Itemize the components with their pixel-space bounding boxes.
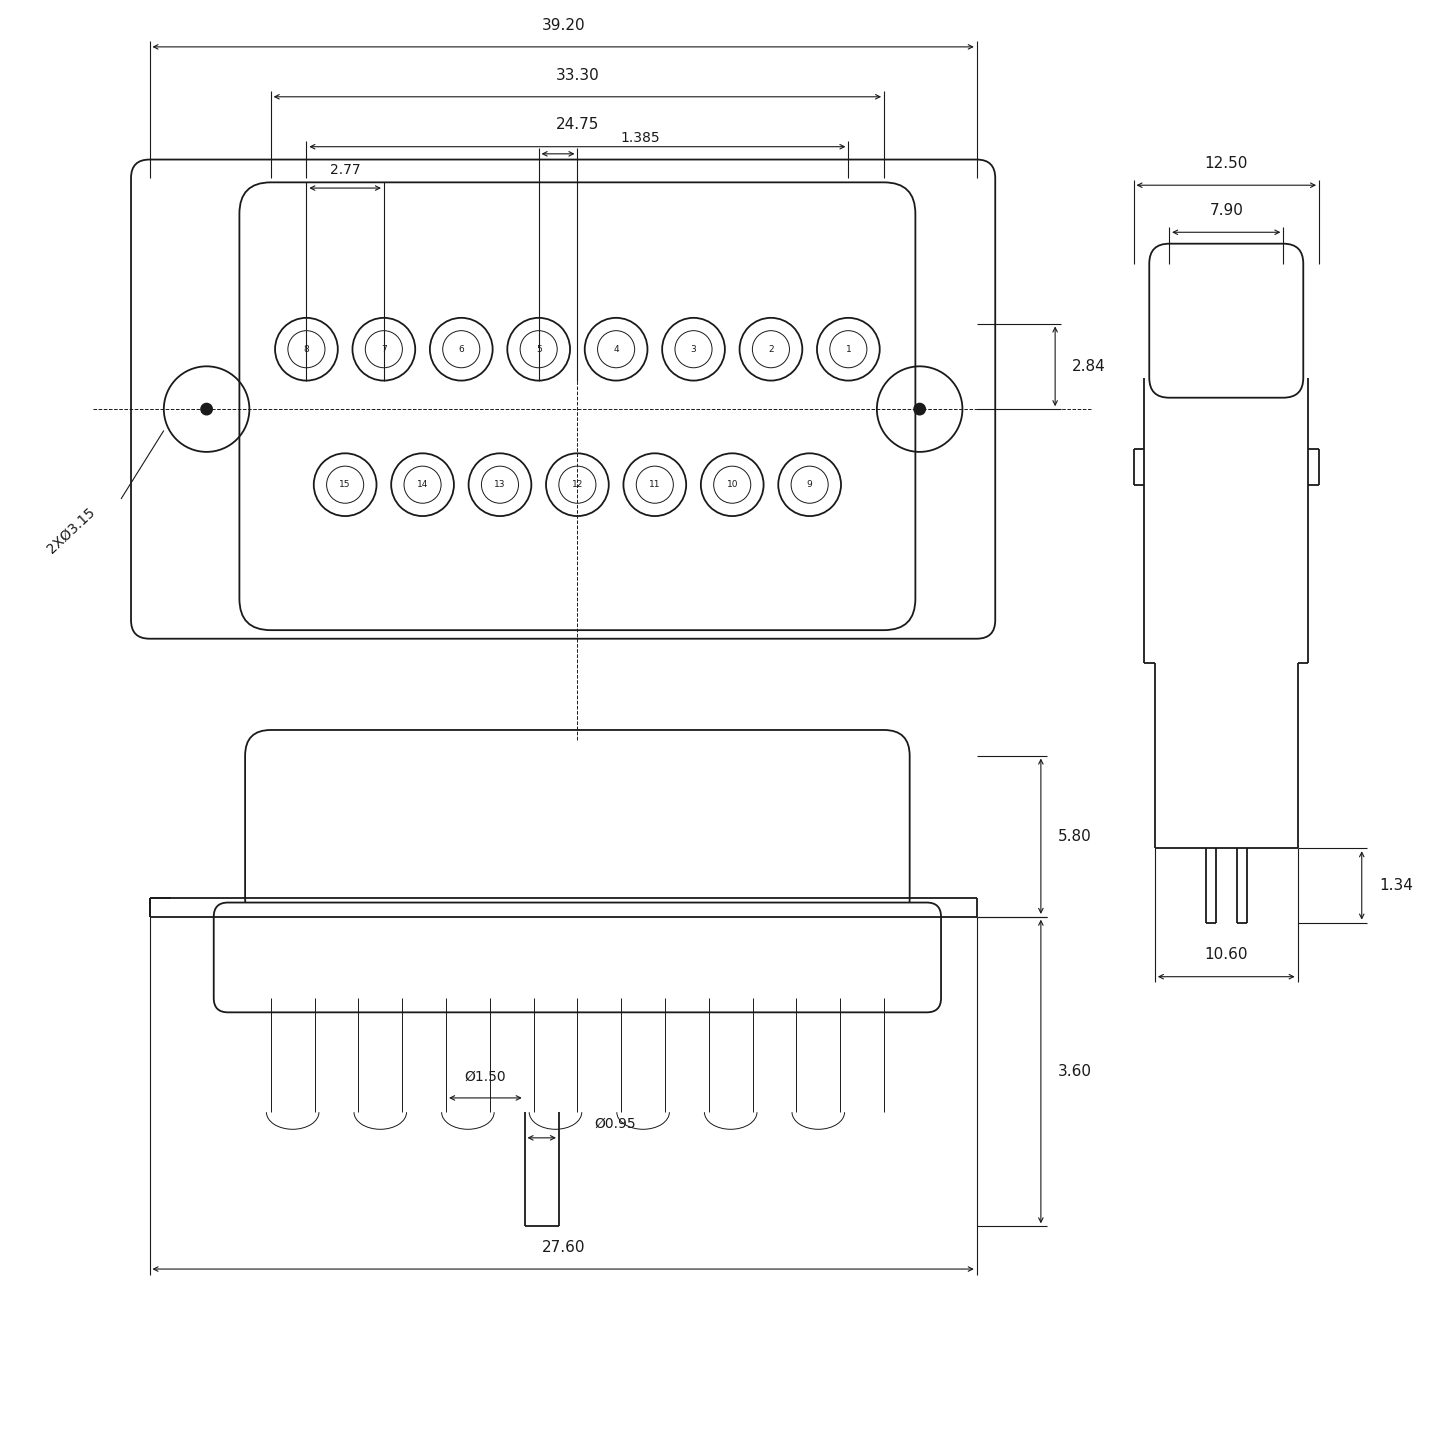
- Text: 5: 5: [536, 344, 541, 354]
- Text: 27.60: 27.60: [541, 1240, 585, 1254]
- Text: 1.385: 1.385: [621, 131, 660, 145]
- Text: 2.77: 2.77: [330, 163, 360, 177]
- Text: 5.80: 5.80: [1058, 829, 1092, 844]
- FancyBboxPatch shape: [245, 730, 910, 924]
- Text: 2: 2: [768, 344, 773, 354]
- Text: 10: 10: [726, 480, 737, 490]
- Text: 1.34: 1.34: [1380, 878, 1413, 893]
- Text: 33.30: 33.30: [556, 68, 599, 82]
- Text: 12: 12: [572, 480, 583, 490]
- Text: Ø1.50: Ø1.50: [465, 1070, 507, 1084]
- Text: 1: 1: [845, 344, 851, 354]
- FancyBboxPatch shape: [213, 903, 942, 1012]
- Text: 3: 3: [691, 344, 697, 354]
- Text: 9: 9: [806, 480, 812, 490]
- Text: CNLINKO: CNLINKO: [431, 383, 667, 429]
- Text: 15: 15: [340, 480, 351, 490]
- FancyBboxPatch shape: [1149, 243, 1303, 397]
- Text: 2.84: 2.84: [1073, 359, 1106, 374]
- Text: 4: 4: [613, 344, 619, 354]
- Text: 24.75: 24.75: [556, 118, 599, 132]
- Text: 3.60: 3.60: [1058, 1064, 1092, 1079]
- Text: Ø0.95: Ø0.95: [595, 1117, 636, 1130]
- Text: 7: 7: [382, 344, 387, 354]
- Text: 39.20: 39.20: [541, 17, 585, 33]
- Text: 7.90: 7.90: [1210, 203, 1243, 217]
- Circle shape: [202, 403, 212, 415]
- Text: 11: 11: [649, 480, 661, 490]
- Text: 6: 6: [458, 344, 464, 354]
- FancyBboxPatch shape: [239, 183, 916, 631]
- Text: 2XØ3.15: 2XØ3.15: [45, 505, 98, 556]
- Text: 14: 14: [416, 480, 428, 490]
- Text: 8: 8: [304, 344, 310, 354]
- Text: 10.60: 10.60: [1204, 948, 1248, 962]
- Text: 13: 13: [494, 480, 505, 490]
- Text: 12.50: 12.50: [1205, 156, 1248, 171]
- FancyBboxPatch shape: [131, 160, 995, 639]
- Circle shape: [914, 403, 926, 415]
